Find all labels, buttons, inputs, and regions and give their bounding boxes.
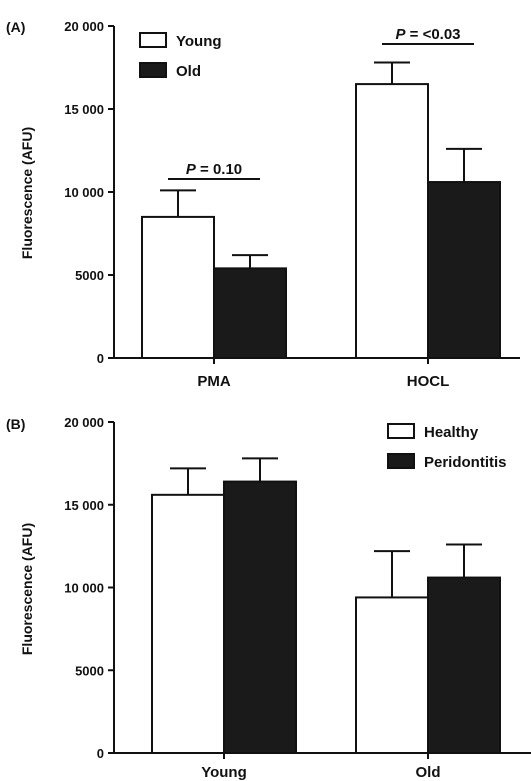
bar <box>355 596 429 754</box>
panel-b-y-axis-label: Fluorescence (AFU) <box>19 523 35 655</box>
bar <box>141 215 215 359</box>
panel-a-legend: Young Old <box>139 32 222 80</box>
panel-b-axes: 0 5000 10 000 15 000 20 000 Young Old <box>64 415 531 781</box>
bar <box>427 576 501 754</box>
legend-swatch <box>387 453 415 469</box>
panel-a-annotations: P = 0.10 P = <0.03 <box>168 26 474 180</box>
x-category-label: Young <box>201 764 247 781</box>
x-category-label: HOCL <box>407 373 450 390</box>
panel-a-label: (A) <box>6 19 25 35</box>
y-tick-label: 15 000 <box>64 498 104 513</box>
bar <box>151 493 225 754</box>
panel-b-legend: Healthy Peridontitis <box>387 423 507 471</box>
bar <box>213 267 287 359</box>
panel-a: (A) Fluorescence (AFU) 0 5000 10 000 15 000… <box>6 19 520 390</box>
bar <box>355 83 429 359</box>
y-tick-label: 20 000 <box>64 415 104 430</box>
y-tick-label: 5000 <box>75 663 104 678</box>
legend-swatch <box>139 62 167 78</box>
panel-a-axes: 0 5000 10 000 15 000 20 000 PMA HOCL <box>64 19 520 390</box>
legend-swatch <box>139 32 167 48</box>
y-tick-label: 15 000 <box>64 102 104 117</box>
x-category-label: PMA <box>197 373 231 390</box>
y-tick-label: 0 <box>97 351 104 366</box>
y-tick-label: 20 000 <box>64 19 104 34</box>
y-tick-label: 0 <box>97 746 104 761</box>
p-value-annotation: P = <0.03 <box>395 26 460 43</box>
p-value-annotation: P = 0.10 <box>186 161 242 178</box>
y-tick-label: 5000 <box>75 268 104 283</box>
panel-b-label: (B) <box>6 416 25 432</box>
legend-label: Healthy <box>424 424 479 441</box>
y-tick-label: 10 000 <box>64 185 104 200</box>
legend-label: Peridontitis <box>424 454 507 471</box>
legend-swatch <box>387 423 415 439</box>
bar <box>427 181 501 359</box>
y-tick-label: 10 000 <box>64 581 104 596</box>
panel-b-bars <box>151 457 501 754</box>
panel-a-bars <box>141 61 501 359</box>
panel-b: (B) Fluorescence (AFU) 0 5000 10 000 15 000… <box>6 415 531 781</box>
legend-label: Old <box>176 63 201 80</box>
legend-label: Young <box>176 33 222 50</box>
x-category-label: Old <box>416 764 441 781</box>
bar <box>223 480 297 754</box>
panel-a-y-axis-label: Fluorescence (AFU) <box>19 127 35 259</box>
